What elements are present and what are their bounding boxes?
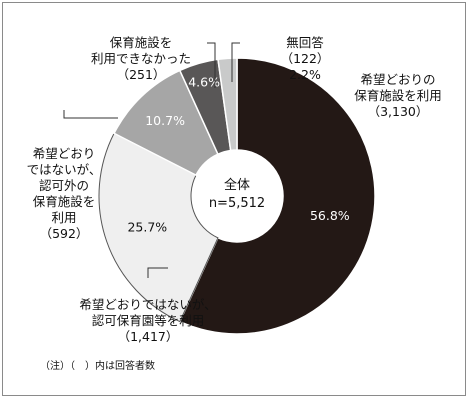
category-label-nashi: 保育施設を利用できなかった（251） xyxy=(91,35,191,82)
leader-line-mukaitou xyxy=(231,42,240,82)
footnote: （注）（ ）内は回答者数 xyxy=(40,359,155,372)
percent-label-nashi: 4.6% xyxy=(188,75,220,90)
slice-ninka xyxy=(98,132,219,323)
leader-lines xyxy=(63,42,240,278)
leader-line-nashi xyxy=(207,42,216,88)
slice-kibou xyxy=(178,57,376,335)
category-label-ninka: 希望どおりではないが、認可保育園等を利用（1,417） xyxy=(79,297,216,344)
center-title: 全体 xyxy=(224,177,250,193)
percent-labels: 56.8% 25.7% 10.7% 4.6% xyxy=(127,75,349,235)
leader-line-ninka xyxy=(147,267,168,278)
category-label-kibou: 希望どおりの保育施設を利用（3,130） xyxy=(354,72,442,119)
percent-label-kibou: 56.8% xyxy=(310,208,350,223)
category-label-ninkagai: 希望どおりではないが、認可外の保育施設を利用（592） xyxy=(27,146,102,241)
leader-line-ninkagai xyxy=(63,110,118,119)
percent-label-ninkagai: 10.7% xyxy=(145,113,185,128)
category-labels: 希望どおりの保育施設を利用（3,130） 希望どおりではないが、認可保育園等を利用… xyxy=(27,35,442,344)
percent-label-ninka: 25.7% xyxy=(127,219,167,234)
center-total: n=5,512 xyxy=(209,196,265,211)
category-label-mukaitou: 無回答（122） 2.2% xyxy=(281,35,330,82)
